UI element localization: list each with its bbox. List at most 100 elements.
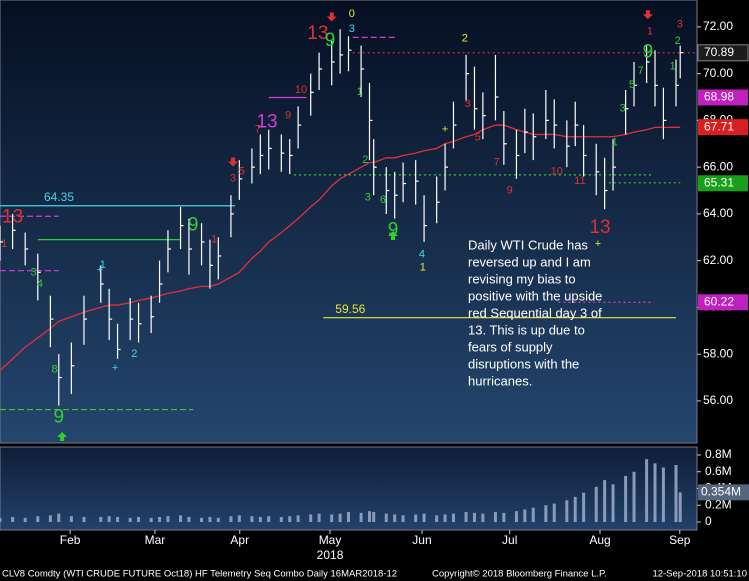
sequential-count: 10: [551, 166, 563, 178]
sequential-count: 9: [188, 215, 199, 236]
footer-right: 12-Sep-2018 10:51:10: [652, 569, 747, 580]
volume-bar: [645, 459, 649, 523]
volume-bar: [149, 517, 153, 523]
sequential-count: +: [595, 238, 601, 250]
x-tick-label: May: [319, 533, 342, 547]
sequential-count: 2: [462, 32, 468, 44]
sequential-count: 4: [419, 249, 425, 261]
comment-line: red Sequential day 3 of: [468, 305, 602, 320]
sequential-count: 1: [100, 259, 106, 271]
volume-bar: [23, 517, 27, 523]
sequential-count: 3: [677, 18, 683, 30]
level-label: 59.56: [335, 302, 365, 316]
x-tick-label: Feb: [60, 533, 81, 547]
volume-bar: [116, 517, 120, 523]
level-label: 64.35: [44, 190, 74, 204]
sequential-count: 13: [307, 23, 328, 44]
volume-bar: [472, 512, 476, 523]
volume-bar: [347, 511, 350, 523]
sequential-count: 13: [256, 112, 277, 133]
volume-bar: [216, 517, 220, 523]
price-tag: [698, 119, 748, 136]
volume-bar: [632, 471, 636, 523]
price-pane: [0, 0, 698, 444]
volume-bar: [582, 492, 586, 523]
signal-arrow: [642, 10, 653, 20]
sequential-count: 3: [349, 23, 355, 35]
sequential-count: 1: [357, 86, 363, 98]
sequential-count: 1: [647, 25, 653, 37]
sequential-count: 6: [380, 194, 386, 206]
volume-bar: [414, 514, 418, 523]
sequential-count: 9: [325, 30, 336, 51]
volume-bar: [279, 517, 283, 523]
sequential-count: 3: [365, 191, 371, 203]
volume-bar: [435, 515, 439, 523]
sequential-count: 3: [230, 173, 236, 185]
sequential-count: 10: [295, 84, 307, 96]
x-tick-label: Sep: [669, 533, 691, 547]
volume-bar: [552, 503, 556, 523]
volume-bar: [359, 512, 363, 523]
volume-bar: [422, 513, 426, 523]
volume-bar: [200, 517, 204, 523]
volume-bar: [11, 517, 15, 523]
volume-tag-label: 0.354M: [701, 485, 741, 499]
volume-bar: [137, 517, 141, 523]
price-tag-label: 60.22: [704, 294, 734, 308]
volume-bar: [443, 514, 447, 523]
volume-bar: [514, 511, 518, 523]
volume-bar: [544, 505, 548, 523]
volume-bar: [267, 516, 271, 523]
volume-bar: [502, 512, 506, 523]
volume-bar: [158, 517, 162, 523]
y-tick-label: 72.00: [703, 19, 733, 33]
comment-line: 13. This is up due to: [468, 322, 585, 337]
y-tick-label: 70.00: [703, 66, 733, 80]
sequential-count: 0: [349, 8, 355, 20]
volume-tick-label: 0.8M: [705, 447, 732, 461]
volume-bar: [565, 500, 569, 523]
sequential-count: 9: [507, 184, 513, 196]
y-tick-label: 62.00: [703, 253, 733, 267]
volume-bar: [531, 507, 535, 523]
volume-bar: [187, 517, 191, 523]
volume-bar: [451, 513, 455, 523]
sequential-count: 8: [52, 363, 58, 375]
volume-bar: [603, 480, 607, 523]
y-tick-label: 66.00: [703, 159, 733, 173]
comment-line: positive with the upside: [468, 288, 602, 303]
sequential-count: 9: [285, 110, 291, 122]
volume-bar: [372, 511, 376, 523]
comment-line: hurricanes.: [468, 373, 532, 388]
volume-bar: [107, 516, 111, 523]
volume-bar: [594, 486, 598, 523]
year-label: 2018: [317, 548, 344, 562]
price-tag-label: 65.31: [704, 175, 734, 189]
sequential-count: 1: [612, 137, 618, 149]
volume-bar: [481, 513, 485, 523]
sequential-count: 1: [211, 234, 217, 246]
volume-bar: [166, 516, 170, 523]
volume-bar: [250, 516, 254, 523]
volume-bar: [393, 514, 397, 523]
volume-bar: [237, 515, 241, 523]
sequential-count: 9: [388, 219, 399, 240]
sequential-count: 9: [53, 406, 64, 427]
volume-bar: [48, 515, 52, 523]
volume-bar: [179, 515, 183, 523]
volume-tag: [698, 484, 749, 501]
comment-line: Daily WTI Crude has: [468, 237, 588, 252]
volume-bar: [296, 515, 300, 523]
sequential-count: 1: [670, 61, 676, 73]
y-tick-label: 64.00: [703, 206, 733, 220]
volume-bar: [82, 517, 86, 523]
y-tick-label: 58.00: [703, 346, 733, 360]
signal-arrow: [57, 431, 68, 441]
price-tag-label: 68.98: [704, 90, 734, 104]
volume-bar: [288, 516, 292, 523]
volume-bar: [523, 509, 527, 523]
volume-bar: [69, 516, 73, 523]
